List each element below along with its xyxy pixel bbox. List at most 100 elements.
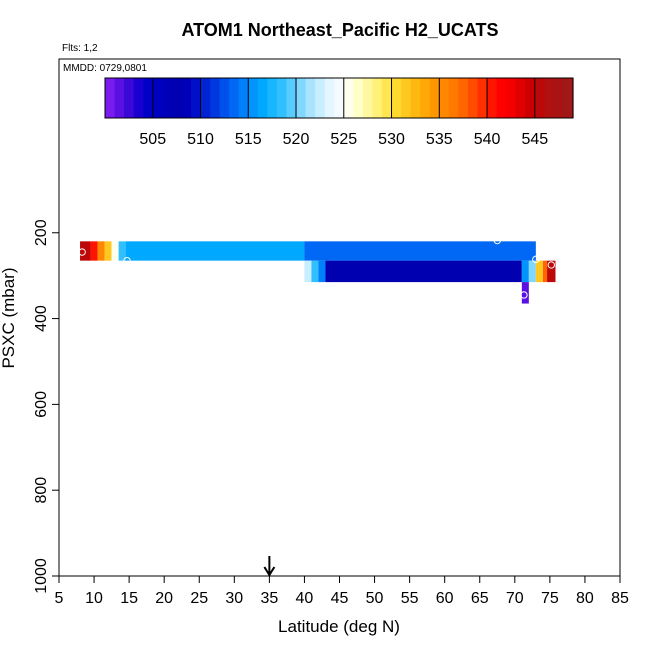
colorbar-swatch bbox=[381, 78, 393, 118]
colorbar-swatch bbox=[210, 78, 221, 118]
colorbar-swatch bbox=[286, 78, 297, 118]
colorbar-swatch bbox=[114, 78, 125, 118]
colorbar-labels: 505 510 515 520 525 530 535 540 545 bbox=[139, 131, 548, 148]
colorbar-tick-label: 525 bbox=[330, 131, 357, 148]
colorbar-swatch bbox=[133, 78, 144, 118]
colorbar-tick-label: 540 bbox=[474, 131, 501, 148]
x-axis-ticks: 5 10 15 20 25 30 35 40 45 50 55 60 65 70 75 80 85 bbox=[55, 576, 629, 607]
data-point bbox=[532, 255, 540, 264]
colorbar-swatch bbox=[334, 78, 345, 118]
colorbar-swatch bbox=[391, 78, 402, 118]
data-points bbox=[78, 236, 555, 299]
x-tick-label: 60 bbox=[436, 590, 454, 607]
x-tick-label: 50 bbox=[366, 590, 384, 607]
data-point bbox=[78, 248, 86, 256]
x-tick-label: 10 bbox=[85, 590, 103, 607]
x-axis-label: Latitude (deg N) bbox=[278, 617, 400, 636]
x-tick-label: 45 bbox=[331, 590, 349, 607]
x-tick-label: 85 bbox=[611, 590, 629, 607]
colorbar-swatch bbox=[181, 78, 192, 118]
colorbar-tick-label: 535 bbox=[426, 131, 453, 148]
data-point bbox=[520, 291, 528, 299]
colorbar-swatch bbox=[429, 78, 440, 118]
data-cell bbox=[90, 241, 98, 261]
data-cell bbox=[318, 260, 326, 283]
colorbar-swatch bbox=[324, 78, 335, 118]
colorbar-swatch bbox=[353, 78, 364, 118]
x-tick-label: 25 bbox=[190, 590, 208, 607]
y-axis-label: PSXC (mbar) bbox=[0, 267, 18, 368]
colorbar-swatch bbox=[525, 78, 536, 118]
colorbar-swatch bbox=[219, 78, 230, 118]
colorbar-swatch bbox=[553, 78, 565, 118]
data-point bbox=[547, 261, 555, 269]
data-cells bbox=[80, 241, 556, 304]
colorbar-swatch bbox=[362, 78, 374, 118]
x-tick-label: 30 bbox=[225, 590, 243, 607]
colorbar-frame bbox=[104, 77, 574, 119]
x-tick-label: 35 bbox=[260, 590, 278, 607]
data-cell bbox=[528, 260, 536, 283]
colorbar-swatch bbox=[343, 78, 354, 118]
colorbar-swatch bbox=[296, 78, 307, 118]
data-cell bbox=[535, 260, 543, 283]
data-cell bbox=[542, 260, 548, 283]
colorbar-swatch bbox=[124, 78, 135, 118]
colorbar-swatch bbox=[200, 78, 211, 118]
data-cell bbox=[521, 260, 529, 283]
colorbar-swatch bbox=[534, 78, 545, 118]
colorbar-tick-label: 545 bbox=[521, 131, 548, 148]
data-cell bbox=[104, 241, 112, 261]
colorbar-swatch bbox=[229, 78, 240, 118]
colorbar-swatch bbox=[152, 78, 163, 118]
colorbar-swatch bbox=[257, 78, 268, 118]
data-cell bbox=[304, 241, 536, 261]
flights-label: Flts: 1,2 bbox=[62, 43, 98, 54]
data-cell bbox=[521, 282, 529, 304]
colorbar bbox=[104, 77, 574, 119]
colorbar-swatch bbox=[544, 78, 555, 118]
data-cell bbox=[547, 260, 556, 283]
colorbar-swatch bbox=[305, 78, 316, 118]
dates-label: MMDD: 0729,0801 bbox=[63, 63, 147, 74]
colorbar-swatch bbox=[487, 78, 498, 118]
data-cell bbox=[118, 241, 126, 261]
colorbar-swatch bbox=[477, 78, 488, 118]
colorbar-swatch bbox=[458, 78, 469, 118]
plot-frame bbox=[58, 58, 621, 577]
x-tick-label: 15 bbox=[120, 590, 138, 607]
chart-title: ATOM1 Northeast_Pacific H2_UCATS bbox=[181, 20, 498, 40]
data-point bbox=[123, 256, 131, 265]
y-tick-label: 600 bbox=[33, 391, 50, 418]
x-tick-label: 65 bbox=[471, 590, 489, 607]
colorbar-swatch bbox=[372, 78, 383, 118]
colorbar-swatch bbox=[410, 78, 421, 118]
data-cell bbox=[325, 260, 522, 283]
data-cell bbox=[125, 241, 305, 261]
y-tick-label: 1000 bbox=[33, 558, 50, 594]
colorbar-tick-label: 530 bbox=[378, 131, 405, 148]
data-cell bbox=[311, 260, 319, 283]
colorbar-tick-label: 505 bbox=[139, 131, 166, 148]
colorbar-swatch bbox=[276, 78, 288, 118]
colorbar-swatch bbox=[496, 78, 507, 118]
colorbar-swatch bbox=[448, 78, 459, 118]
colorbar-swatch bbox=[315, 78, 326, 118]
colorbar-swatch bbox=[401, 78, 412, 118]
data-cell bbox=[97, 241, 105, 261]
colorbar-swatch bbox=[506, 78, 517, 118]
colorbar-swatch bbox=[143, 78, 154, 118]
colorbar-tick-label: 520 bbox=[283, 131, 310, 148]
colorbar-tick-label: 510 bbox=[187, 131, 214, 148]
colorbar-swatch bbox=[439, 78, 450, 118]
colorbar-swatch bbox=[190, 78, 202, 118]
y-axis-ticks: 200 400 600 800 1000 bbox=[33, 219, 59, 594]
colorbar-swatch bbox=[515, 78, 526, 118]
data-cell bbox=[111, 241, 119, 261]
x-tick-label: 75 bbox=[541, 590, 559, 607]
colorbar-swatch bbox=[563, 78, 574, 118]
colorbar-swatch bbox=[171, 78, 183, 118]
y-tick-label: 800 bbox=[33, 477, 50, 504]
x-tick-label: 20 bbox=[155, 590, 173, 607]
